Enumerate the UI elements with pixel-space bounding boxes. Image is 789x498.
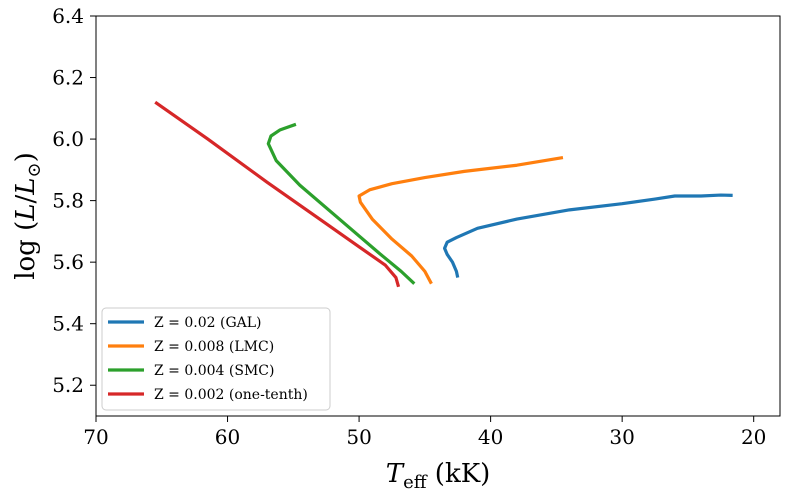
y-tick-label: 6.0 [52,127,84,151]
series-line [442,193,733,278]
y-tick-label: 5.8 [52,189,84,213]
x-tick-label: 70 [83,425,108,449]
x-axis-ticks: 70 60 50 40 30 20 [83,416,766,449]
y-tick-label: 5.6 [52,250,84,274]
series-line [154,100,401,288]
x-tick-label: 50 [346,425,371,449]
x-axis-label: Teff (kK) [386,459,491,493]
plot-frame [95,15,781,417]
y-tick-label: 6.2 [52,66,84,90]
x-tick-label: 60 [215,425,240,449]
y-tick-label: 5.4 [52,312,84,336]
legend-label: Z = 0.008 (LMC) [154,339,274,355]
series-layer [154,100,733,288]
x-tick-label: 30 [609,425,634,449]
legend-box [101,307,331,411]
series-line [266,122,416,285]
legend: Z = 0.02 (GAL) Z = 0.008 (LMC) Z = 0.004 (… [101,307,331,411]
x-tick-label: 20 [741,425,766,449]
legend-label: Z = 0.02 (GAL) [154,315,262,331]
y-tick-label: 5.2 [52,373,84,397]
legend-label: Z = 0.004 (SMC) [154,363,274,379]
y-axis-label: log (L/L⊙) [11,152,45,280]
y-axis-ticks: 5.2 5.4 5.6 5.8 6.0 6.2 6.4 [52,4,96,397]
legend-entries: Z = 0.02 (GAL) Z = 0.008 (LMC) Z = 0.004 (… [108,315,308,403]
y-tick-label: 6.4 [52,4,84,28]
series-line [357,155,564,285]
legend-label: Z = 0.002 (one-tenth) [154,387,308,403]
x-tick-label: 40 [478,425,503,449]
